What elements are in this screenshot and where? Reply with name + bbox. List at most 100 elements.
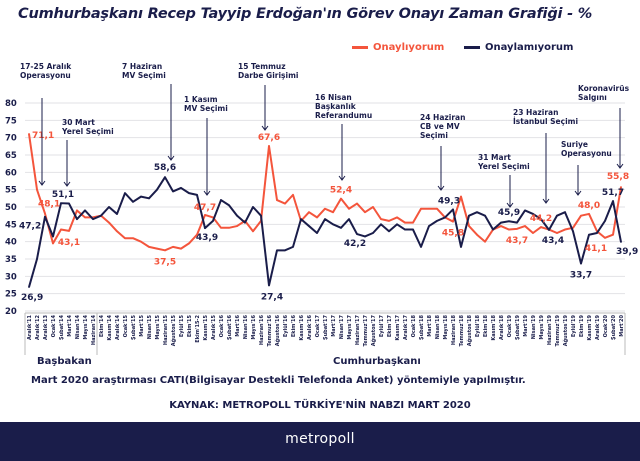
data-point: [132, 201, 134, 203]
annotation-line: 24 Haziran: [420, 113, 466, 122]
data-point: [140, 240, 142, 243]
data-label: 43,1: [58, 238, 80, 248]
data-point: [556, 232, 558, 234]
x-tick-label: Nisan'16: [243, 314, 249, 339]
data-point: [108, 221, 110, 224]
annotation-line: 15 Temmuz: [238, 62, 286, 71]
arrow-head-icon: [574, 190, 582, 196]
arrow-head-icon: [261, 125, 269, 131]
y-tick-label: 40: [5, 238, 17, 248]
data-point: [324, 207, 326, 210]
event-annotation: 31 Mart Yerel Seçimi: [478, 153, 530, 171]
data-point: [316, 216, 318, 219]
data-label: 49,3: [438, 196, 460, 206]
data-point: [180, 187, 182, 189]
data-label: 55,8: [607, 172, 629, 182]
data-point: [540, 218, 542, 220]
data-point: [100, 214, 102, 217]
data-point: [268, 284, 270, 287]
x-tick-label: Kasım'16: [299, 314, 305, 340]
data-point: [228, 227, 230, 229]
data-point: [204, 214, 206, 216]
data-point: [580, 262, 582, 265]
data-point: [188, 242, 190, 245]
data-point: [492, 228, 494, 231]
data-point: [220, 227, 222, 229]
arrow-head-icon: [167, 155, 175, 161]
data-point: [436, 220, 438, 222]
data-label: 45,9: [498, 208, 520, 218]
arrow-head-icon: [338, 175, 346, 181]
y-tick-label: 35: [5, 255, 17, 265]
x-tick-label: Kasım'17: [395, 314, 401, 340]
x-tick-label: Ekim'15: [187, 314, 193, 337]
data-point: [68, 202, 70, 205]
x-tick-label: Ekim'16: [291, 314, 297, 337]
x-tick-label: Aralık'18: [499, 314, 505, 339]
x-tick-label: Ekim'18: [483, 314, 489, 337]
series-line-approve: [28, 133, 622, 252]
data-point: [612, 200, 614, 202]
data-label: 48,1: [38, 200, 60, 210]
event-annotation: 30 Mart Yerel Seçimi: [62, 118, 114, 136]
data-point: [220, 199, 222, 201]
data-point: [60, 228, 62, 231]
data-point: [260, 214, 262, 217]
x-tick-label: Ekim'19: [579, 314, 585, 337]
data-point: [548, 229, 550, 231]
x-tick-label: Aralık'17: [403, 314, 409, 339]
data-label: 33,7: [570, 271, 592, 281]
data-point: [284, 202, 286, 205]
event-annotation: 15 Temmuz Darbe Girişimi: [238, 62, 298, 80]
x-tick-label: Mart'16: [235, 314, 241, 336]
annotation-line: 17-25 Aralık: [20, 62, 72, 71]
x-tick-label: Şubat'19: [515, 314, 521, 340]
x-tick-label: Mayıs'16: [251, 314, 257, 339]
data-point: [276, 199, 278, 201]
data-point: [380, 223, 382, 226]
data-label: 26,9: [21, 293, 43, 303]
legend-label-disapprove: Onaylamıyorum: [485, 42, 574, 53]
annotation-line: 7 Haziran: [122, 62, 163, 71]
x-tick-label: Kasım'18: [491, 314, 497, 340]
data-point: [508, 228, 510, 231]
x-tick-label: Şubat'14: [59, 314, 65, 340]
data-point: [604, 237, 606, 239]
y-tick-label: 30: [5, 272, 17, 282]
data-point: [148, 246, 150, 248]
chart-title: Cumhurbaşkanı Recep Tayyip Erdoğan'ın Gö…: [18, 6, 593, 22]
period-label-pm: Başbakan: [37, 356, 92, 367]
data-label: 43,4: [542, 236, 564, 246]
data-label: 39,9: [616, 247, 638, 257]
data-point: [196, 194, 198, 196]
data-point: [596, 232, 598, 234]
data-point: [276, 249, 278, 252]
data-point: [356, 202, 358, 205]
x-tick-label: Ocak'14: [51, 314, 57, 337]
data-point: [324, 218, 326, 220]
annotation-line: Seçimi: [420, 131, 448, 140]
x-tick-label: Ağustos'18: [467, 314, 473, 346]
x-tick-label: Kasım'15: [203, 314, 209, 340]
data-point: [524, 209, 526, 212]
x-tick-label: Ağustos'17: [371, 314, 377, 346]
legend-label-approve: Onaylıyorum: [373, 42, 445, 53]
data-point: [572, 230, 574, 233]
data-point: [76, 218, 78, 220]
x-tick-label: Ekim'15-2: [195, 314, 201, 342]
x-tick-label: Mart'14: [67, 314, 73, 336]
period-label-president: Cumhurbaşkanı: [333, 356, 421, 367]
data-point: [172, 246, 174, 248]
data-point: [28, 133, 30, 135]
x-tick-label: Mart'20: [619, 314, 625, 336]
data-label: 47,2: [19, 222, 41, 232]
data-point: [244, 221, 246, 224]
data-point: [412, 221, 414, 224]
data-point: [388, 230, 390, 233]
y-tick-label: 50: [5, 203, 17, 213]
data-point: [76, 209, 78, 212]
data-point: [60, 202, 62, 204]
data-point: [124, 192, 126, 194]
x-tick-label: Şubat'16: [227, 314, 233, 340]
y-tick-label: 75: [5, 116, 17, 126]
